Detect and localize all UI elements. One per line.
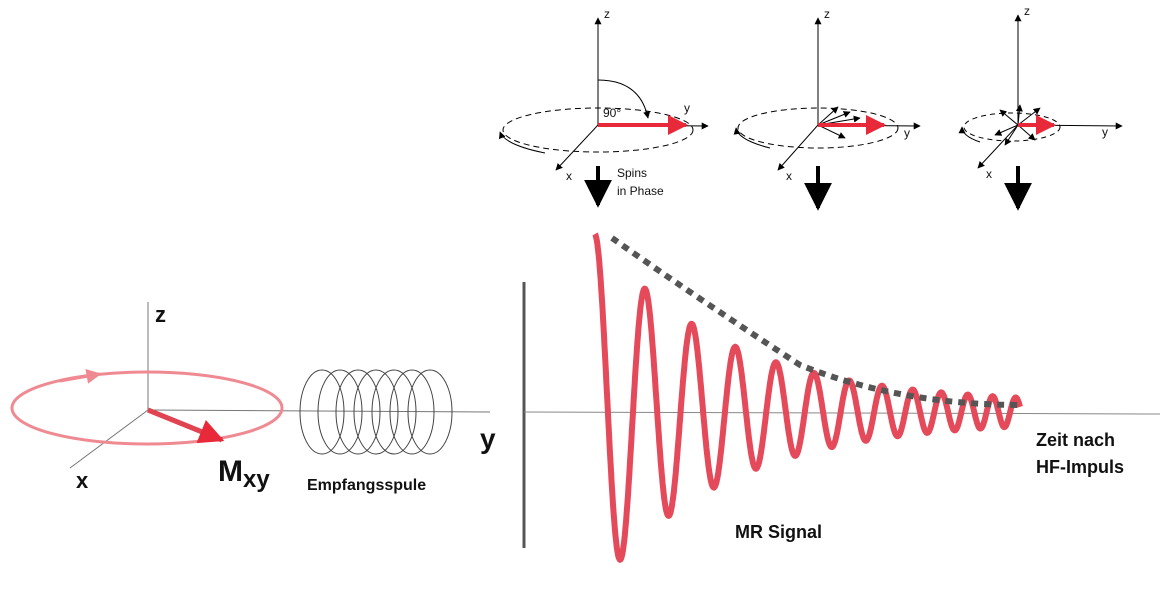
x-axis <box>977 124 1019 169</box>
flip-arc <box>597 79 651 119</box>
axis-label: z <box>155 302 166 327</box>
envelope <box>610 235 1023 408</box>
fid-signal <box>592 232 1023 564</box>
axis-label: y <box>684 101 690 115</box>
rotation-arrow <box>59 368 102 384</box>
precession-ring <box>10 370 284 446</box>
coil-loop <box>371 369 417 455</box>
magnetization-vector <box>147 407 225 444</box>
coil-loop <box>407 369 453 455</box>
axis-label: x <box>566 169 572 183</box>
x-axis <box>69 409 149 469</box>
y-axis <box>147 409 491 413</box>
coil-loop <box>317 369 363 455</box>
x-axis <box>555 124 599 171</box>
coil-loop <box>353 369 399 455</box>
angle-label: 90° <box>603 106 621 120</box>
time-label: HF-Impuls <box>1036 457 1124 477</box>
axis-label: z <box>1024 4 1030 18</box>
signal-plot: MR Signal Zeit nach HF-Impuls <box>522 232 1160 564</box>
symbol: M <box>218 455 243 488</box>
magnetization-symbol: Mxy <box>218 455 270 493</box>
spin-fan <box>994 104 1041 146</box>
precession-ring <box>502 107 694 153</box>
axes-panel: z y x 90° Spins in Phase <box>499 7 709 208</box>
coil-loop <box>335 369 381 455</box>
axes-panel: z y x <box>733 7 921 211</box>
rotation-arrow <box>733 127 771 149</box>
rotation-arrow <box>958 126 981 143</box>
axis-label: x <box>986 167 992 181</box>
axis-label: y <box>480 423 496 454</box>
axis-label: y <box>904 126 910 140</box>
coil-loop <box>389 369 435 455</box>
axis-label: x <box>76 468 89 493</box>
time-label: Zeit nach <box>1036 430 1115 450</box>
subscript: xy <box>243 466 270 493</box>
main-axes: z x y Mxy Empfangsspule <box>10 302 496 494</box>
coil-loop <box>299 369 345 455</box>
axes-panel: z y x <box>958 4 1123 211</box>
axis-label: y <box>1102 125 1108 139</box>
axis-label: x <box>786 169 792 183</box>
axis-label: z <box>824 7 830 21</box>
precession-ring <box>963 112 1061 142</box>
coil-label: Empfangsspule <box>307 477 426 494</box>
note: in Phase <box>617 184 664 198</box>
note: Spins <box>617 166 647 180</box>
axis-label: z <box>604 7 610 21</box>
receiver-coil <box>299 369 453 455</box>
spin-fan <box>817 106 861 139</box>
rotation-arrow <box>499 131 546 154</box>
signal-label: MR Signal <box>735 522 822 542</box>
